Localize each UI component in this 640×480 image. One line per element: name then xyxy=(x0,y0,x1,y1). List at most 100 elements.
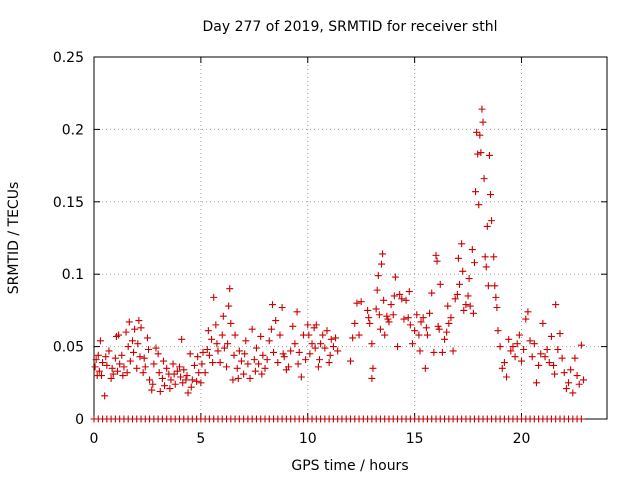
data-point xyxy=(304,321,312,329)
data-point xyxy=(130,348,138,356)
data-point xyxy=(297,373,305,381)
data-point xyxy=(551,370,559,378)
data-point xyxy=(487,191,495,199)
data-point xyxy=(295,348,303,356)
data-point xyxy=(95,367,103,375)
data-point xyxy=(116,360,124,368)
data-point xyxy=(404,314,412,322)
data-point xyxy=(265,337,273,345)
data-point xyxy=(464,292,472,300)
data-point xyxy=(120,363,128,371)
data-point xyxy=(567,366,575,374)
data-point xyxy=(233,364,241,372)
data-point xyxy=(481,253,489,261)
data-point xyxy=(102,353,110,361)
data-point xyxy=(435,325,443,333)
data-point xyxy=(141,363,149,371)
data-point xyxy=(274,359,282,367)
data-point xyxy=(204,327,212,335)
data-point xyxy=(134,340,142,348)
data-point xyxy=(571,354,579,362)
data-point xyxy=(556,330,564,338)
data-point xyxy=(131,325,139,333)
data-point xyxy=(428,289,436,297)
data-point xyxy=(476,131,484,139)
data-point xyxy=(451,295,459,303)
data-point xyxy=(278,304,286,312)
data-point xyxy=(462,301,470,309)
data-point xyxy=(231,331,239,339)
data-point xyxy=(353,299,361,307)
data-point xyxy=(419,314,427,322)
data-point xyxy=(325,359,333,367)
data-point xyxy=(234,374,242,382)
data-point xyxy=(539,319,547,327)
data-point xyxy=(161,382,169,390)
data-point xyxy=(470,259,478,267)
data-point xyxy=(453,290,461,298)
data-point xyxy=(279,350,287,358)
data-point xyxy=(485,151,493,159)
data-point xyxy=(520,345,528,353)
data-point xyxy=(316,356,324,364)
data-point xyxy=(314,363,322,371)
data-point xyxy=(115,331,123,339)
data-point xyxy=(434,322,442,330)
data-point xyxy=(125,318,133,326)
data-point xyxy=(302,356,310,364)
data-point xyxy=(212,321,220,329)
data-point xyxy=(152,344,160,352)
data-point xyxy=(201,369,209,377)
data-point xyxy=(458,240,466,248)
data-point xyxy=(473,128,481,136)
data-point xyxy=(226,285,234,293)
data-point xyxy=(276,331,284,339)
data-point xyxy=(163,364,171,372)
data-point xyxy=(180,366,188,374)
data-point xyxy=(456,280,464,288)
data-point xyxy=(454,254,462,262)
data-point xyxy=(258,370,266,378)
data-point xyxy=(422,324,430,332)
data-point xyxy=(216,359,224,367)
data-point xyxy=(250,356,258,364)
data-point xyxy=(118,351,126,359)
data-point xyxy=(145,345,153,353)
data-point xyxy=(186,350,194,358)
data-point xyxy=(332,334,340,342)
data-point xyxy=(220,344,228,352)
data-point xyxy=(198,360,206,368)
data-point xyxy=(184,389,192,397)
data-point xyxy=(209,359,217,367)
data-point xyxy=(270,348,278,356)
data-point xyxy=(188,376,196,384)
data-point xyxy=(137,324,145,332)
data-point xyxy=(543,345,551,353)
data-point xyxy=(128,337,136,345)
data-point xyxy=(319,331,327,339)
data-point xyxy=(394,343,402,351)
data-point xyxy=(154,350,162,358)
data-point xyxy=(193,377,201,385)
data-point xyxy=(323,327,331,335)
data-point xyxy=(573,372,581,380)
data-point xyxy=(494,327,502,335)
chart-title: Day 277 of 2019, SRMTID for receiver sth… xyxy=(203,19,498,35)
data-point xyxy=(246,374,254,382)
data-point xyxy=(415,331,423,339)
data-point xyxy=(205,351,213,359)
data-point xyxy=(365,314,373,322)
data-point xyxy=(545,359,553,367)
data-point xyxy=(326,351,334,359)
y-tick-label: 0.05 xyxy=(53,340,84,356)
data-point xyxy=(562,385,570,393)
data-point xyxy=(385,318,393,326)
data-point xyxy=(406,321,414,329)
x-tick-label: 20 xyxy=(513,431,531,447)
data-point xyxy=(251,367,259,375)
data-point xyxy=(237,357,245,365)
x-tick-label: 5 xyxy=(196,431,205,447)
data-point xyxy=(107,374,115,382)
data-point xyxy=(169,360,177,368)
grid xyxy=(94,57,607,419)
